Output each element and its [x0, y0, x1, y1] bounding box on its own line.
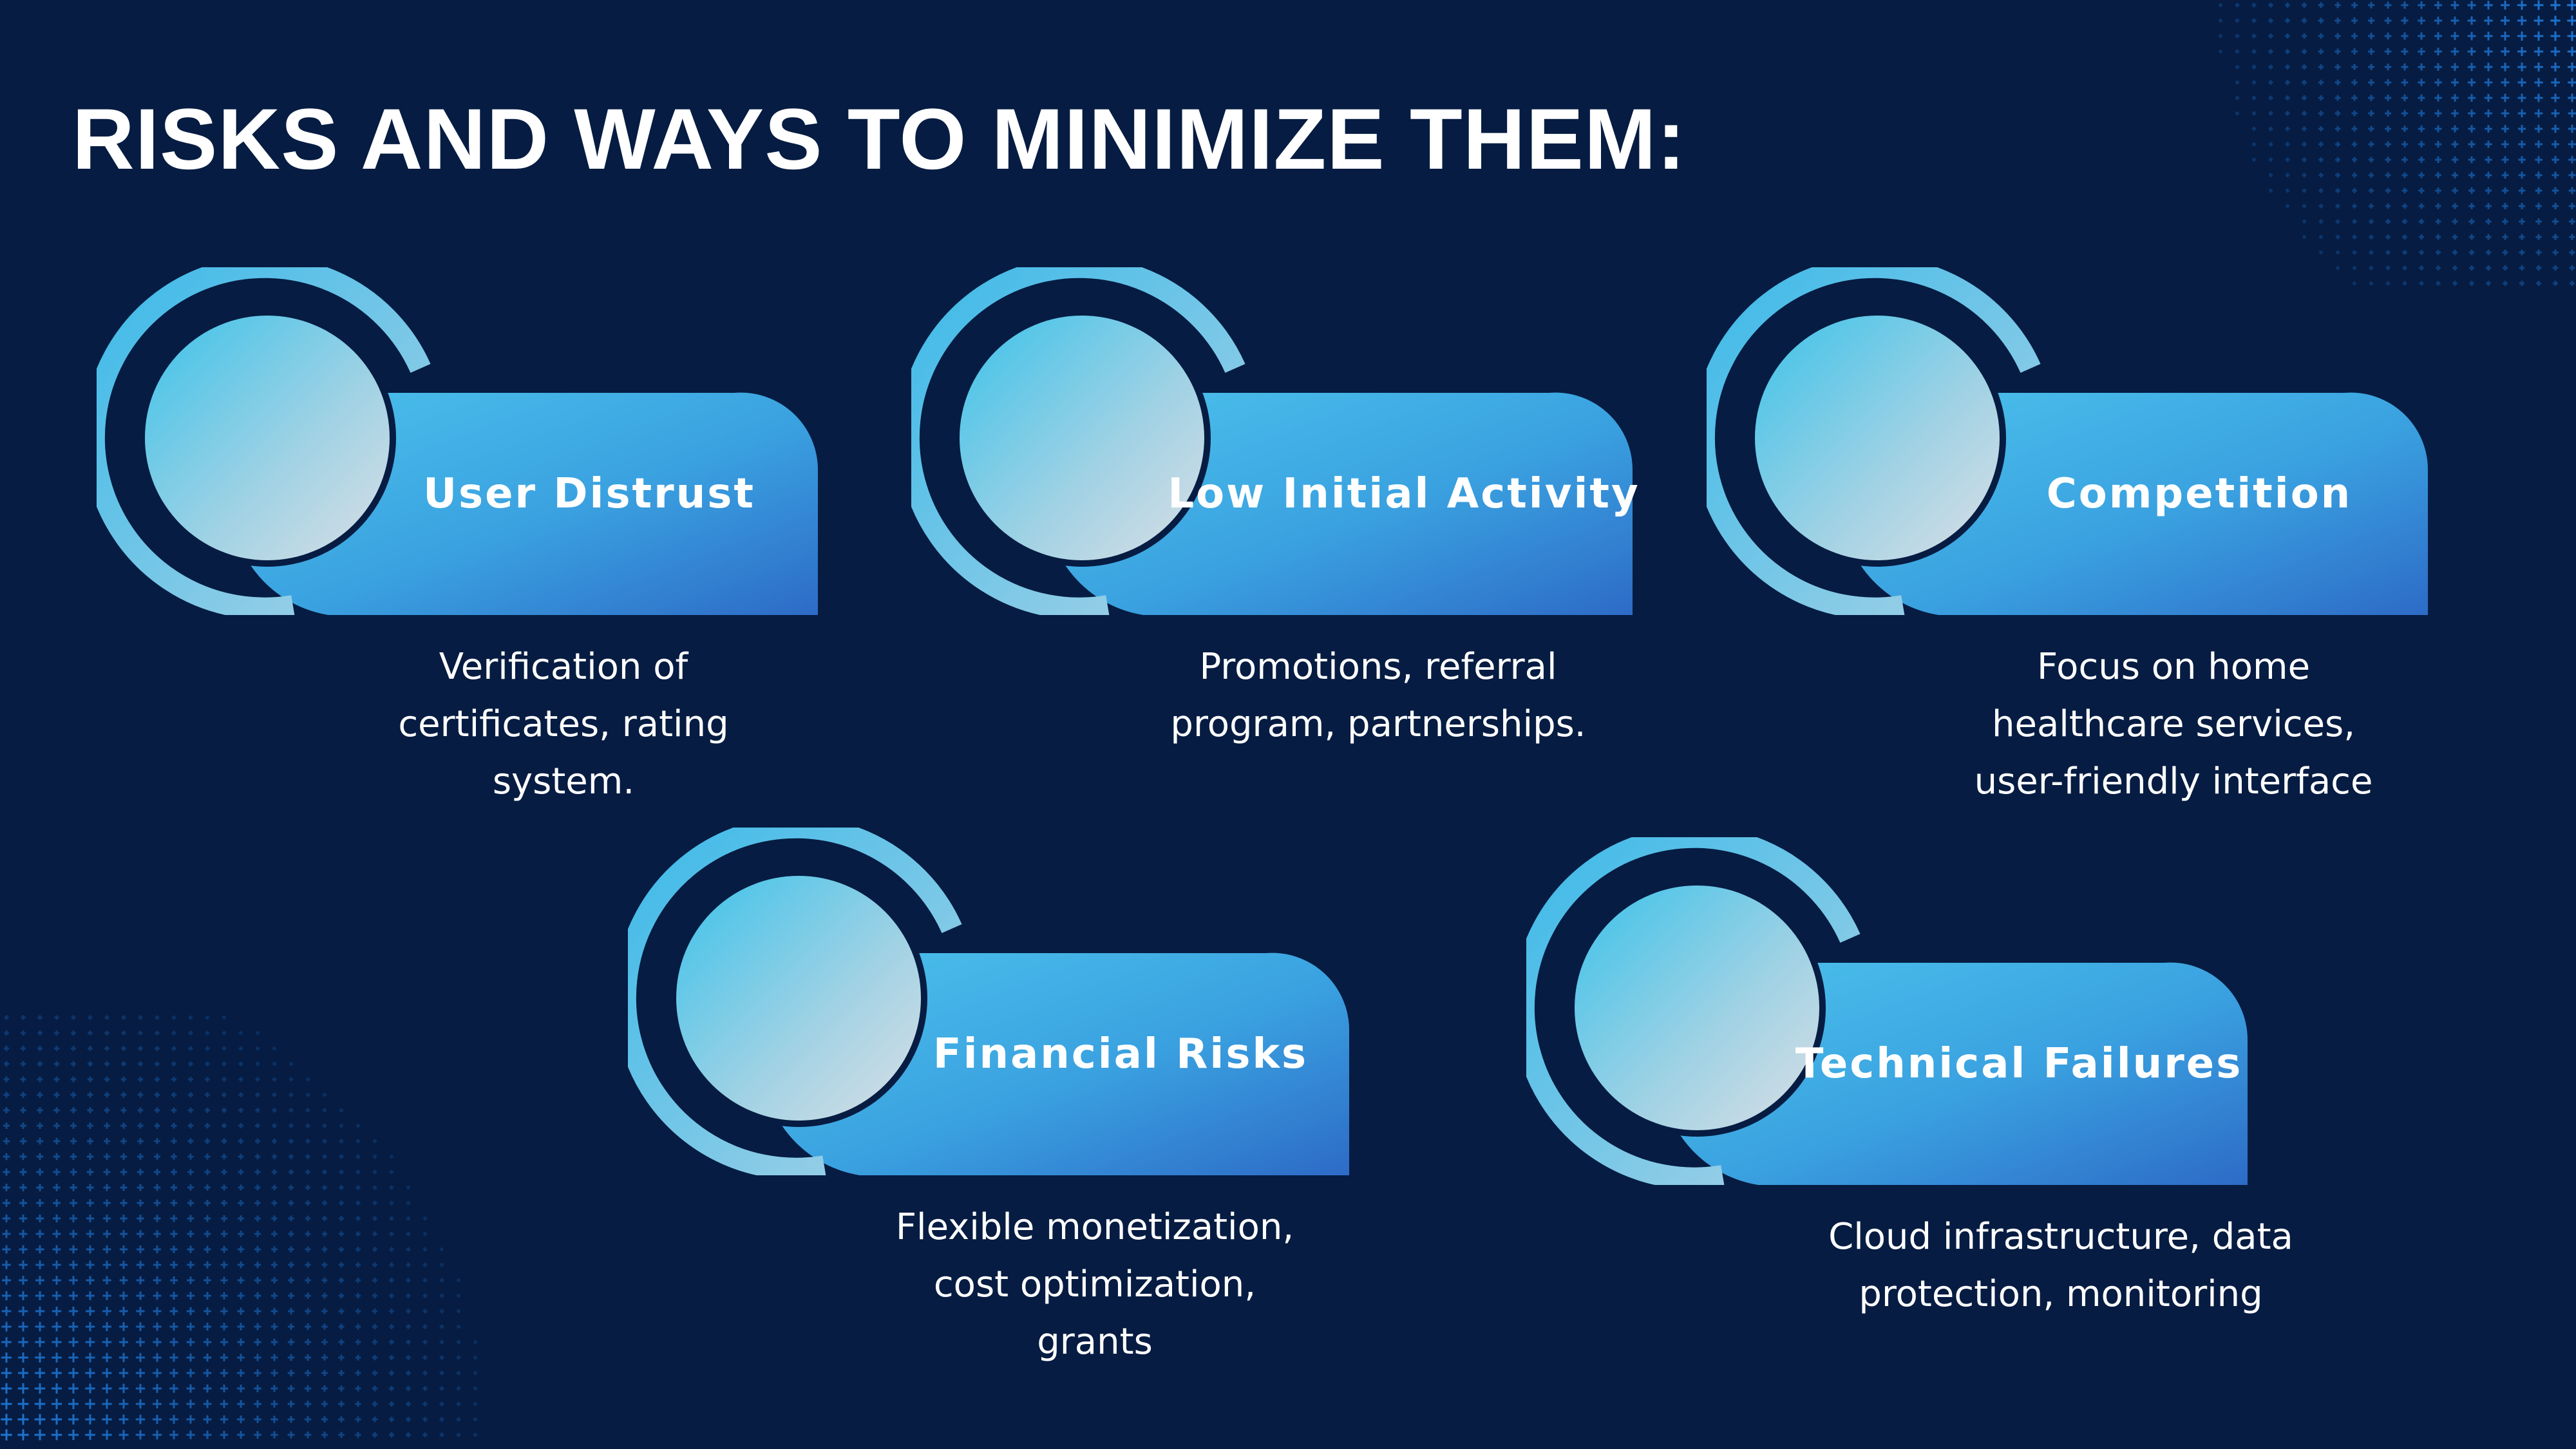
risk-card-user-distrust: User Distrust [97, 267, 824, 615]
risk-solution-low-initial-activity: Promotions, referral program, partnershi… [1088, 638, 1668, 753]
solution-line: program, partnerships. [1170, 703, 1586, 745]
solution-line: protection, monitoring [1859, 1273, 2263, 1315]
risk-card-low-initial-activity: Low Initial Activity [911, 267, 1639, 615]
risk-solution-user-distrust: Verification of certificates, rating sys… [274, 638, 853, 810]
solution-line: cost optimization, [933, 1264, 1256, 1305]
risk-title: User Distrust [423, 470, 755, 518]
risk-card-financial-risks: Financial Risks [628, 828, 1356, 1175]
solution-line: Verification of [439, 646, 688, 688]
solution-line: healthcare services, [1992, 703, 2355, 745]
page-title: RISKS AND WAYS TO MINIMIZE THEM: [72, 91, 1687, 187]
risk-card-competition: Competition [1707, 267, 2434, 615]
solution-line: Focus on home [2036, 646, 2311, 688]
risk-card-graphic [1707, 267, 2429, 615]
solution-line: certificates, rating [398, 703, 729, 745]
risk-solution-financial-risks: Flexible monetization, cost optimization… [805, 1198, 1385, 1370]
risk-solution-competition: Focus on home healthcare services, user-… [1884, 638, 2463, 810]
solution-line: grants [1037, 1321, 1153, 1363]
solution-line: user-friendly interface [1974, 761, 2373, 802]
solution-line: Flexible monetization, [895, 1206, 1294, 1248]
risk-title: Technical Failures [1795, 1040, 2243, 1088]
risk-card-graphic [911, 267, 1633, 615]
risk-title: Low Initial Activity [1168, 470, 1640, 518]
dot-pattern-bottom-left [1, 1015, 478, 1441]
solution-line: system. [492, 761, 635, 802]
risk-card-technical-failures: Technical Failures [1526, 837, 2254, 1185]
risk-card-graphic [628, 828, 1350, 1175]
solution-line: Cloud infrastructure, data [1828, 1216, 2293, 1258]
risk-title: Financial Risks [933, 1030, 1309, 1078]
risk-card-graphic [97, 267, 819, 615]
risk-solution-technical-failures: Cloud infrastructure, data protection, m… [1739, 1208, 2383, 1323]
solution-line: Promotions, referral [1199, 646, 1557, 688]
dot-pattern-top-right [2218, 0, 2576, 287]
risk-title: Competition [2046, 470, 2353, 518]
risk-card-graphic [1526, 837, 2248, 1185]
